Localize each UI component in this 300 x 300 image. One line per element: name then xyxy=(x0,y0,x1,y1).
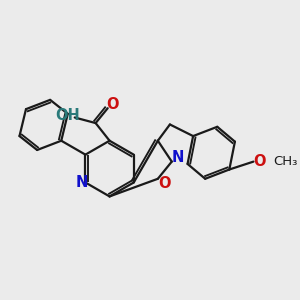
Text: O: O xyxy=(158,176,171,191)
Text: O: O xyxy=(106,97,118,112)
Text: CH₃: CH₃ xyxy=(273,155,297,168)
Text: N: N xyxy=(76,176,88,190)
Text: OH: OH xyxy=(55,108,80,123)
Text: O: O xyxy=(253,154,266,169)
Text: N: N xyxy=(172,150,184,165)
